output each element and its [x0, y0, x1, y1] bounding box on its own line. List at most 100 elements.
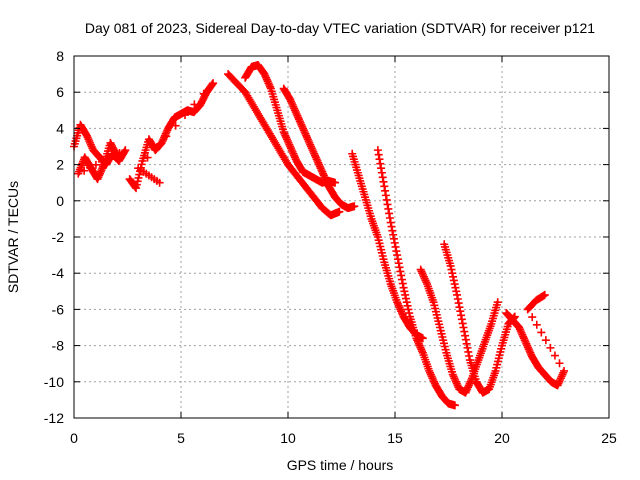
data-point	[541, 336, 550, 345]
data-point	[457, 311, 466, 320]
data-point	[386, 218, 395, 227]
data-point	[456, 307, 465, 316]
data-point	[261, 71, 270, 80]
data-point	[157, 138, 166, 147]
data-point	[83, 133, 92, 142]
data-point	[462, 386, 471, 395]
data-point	[96, 167, 105, 176]
x-tick-label: 10	[280, 430, 296, 446]
data-point	[190, 100, 199, 109]
series-afternoon-1	[348, 149, 427, 343]
data-point	[286, 95, 295, 104]
data-point	[263, 77, 272, 86]
y-tick-label: 6	[56, 84, 64, 100]
series-early-cluster	[70, 120, 130, 184]
data-point	[396, 305, 405, 314]
data-point	[311, 151, 320, 160]
data-point	[446, 261, 455, 270]
data-point	[515, 325, 524, 334]
data-point	[397, 271, 406, 280]
data-point	[458, 319, 467, 328]
y-tick-label: -4	[52, 265, 65, 281]
data-point	[395, 263, 404, 272]
data-point	[318, 167, 327, 176]
data-point	[464, 381, 473, 390]
data-point	[290, 104, 299, 113]
data-point	[540, 290, 549, 299]
data-point	[297, 120, 306, 129]
data-point	[393, 298, 402, 307]
data-point	[265, 80, 274, 89]
data-point	[287, 99, 296, 108]
data-point	[546, 343, 555, 352]
data-point	[281, 131, 290, 140]
data-point	[414, 339, 423, 348]
data-point	[430, 377, 439, 386]
data-point	[305, 138, 314, 147]
data-point	[457, 315, 466, 324]
data-point	[455, 303, 464, 312]
data-point	[111, 149, 120, 158]
x-tick-label: 20	[494, 430, 510, 446]
data-point	[559, 368, 568, 377]
data-point	[394, 301, 403, 310]
data-point	[95, 169, 104, 178]
data-point	[395, 303, 404, 312]
data-point	[394, 259, 403, 268]
data-point	[286, 144, 295, 153]
data-point	[319, 171, 328, 180]
data-point	[85, 137, 94, 146]
data-point	[401, 290, 410, 299]
data-point	[298, 122, 307, 131]
data-point	[383, 200, 392, 209]
data-point	[316, 164, 325, 173]
data-point	[451, 283, 460, 292]
data-point	[311, 153, 320, 162]
data-point	[181, 111, 190, 120]
data-point	[537, 328, 546, 337]
data-point	[397, 275, 406, 284]
data-point	[290, 106, 299, 115]
data-point	[560, 366, 569, 375]
data-point	[467, 375, 476, 384]
data-point	[390, 238, 399, 247]
data-point	[387, 222, 396, 231]
data-point	[319, 169, 328, 178]
data-point	[286, 97, 295, 106]
data-point	[416, 343, 425, 352]
data-point	[283, 137, 292, 146]
data-point	[520, 336, 529, 345]
data-point	[419, 271, 428, 280]
data-point	[171, 121, 180, 130]
data-point	[557, 372, 566, 381]
data-point	[279, 128, 288, 137]
axis-ticks: 0 5 10 15 20 25 -12 -10 -8 -6 -4 -2 0 2 4 6 8	[44, 48, 617, 446]
data-point	[320, 173, 329, 182]
data-point	[459, 323, 468, 332]
y-tick-label: -6	[52, 301, 65, 317]
data-point	[415, 341, 424, 350]
x-tick-label: 5	[177, 430, 185, 446]
data-point	[385, 209, 394, 218]
data-point	[449, 276, 458, 285]
data-point	[262, 73, 271, 82]
data-point	[264, 79, 273, 88]
data-point	[461, 388, 470, 397]
data-point	[403, 301, 412, 310]
data-point	[523, 341, 532, 350]
data-point	[296, 118, 305, 127]
data-point	[301, 129, 310, 138]
data-point	[419, 272, 428, 281]
data-point	[404, 305, 413, 314]
series-mid-descent	[279, 84, 359, 213]
data-point	[396, 267, 405, 276]
data-point	[414, 337, 423, 346]
data-point	[519, 334, 528, 343]
data-point	[385, 213, 394, 222]
data-point	[461, 331, 470, 340]
y-tick-label: 0	[56, 193, 64, 209]
data-point	[450, 401, 459, 410]
y-tick-label: -12	[44, 410, 64, 426]
data-point	[199, 89, 208, 98]
data-point	[121, 146, 130, 155]
